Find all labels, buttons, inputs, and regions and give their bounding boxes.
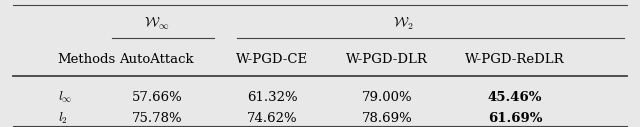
Text: W-PGD-ReDLR: W-PGD-ReDLR xyxy=(465,53,565,66)
Text: 78.69%: 78.69% xyxy=(362,112,413,125)
Text: 74.62%: 74.62% xyxy=(246,112,298,125)
Text: $l_{2}$: $l_{2}$ xyxy=(58,111,68,126)
Text: 79.00%: 79.00% xyxy=(362,91,413,104)
Text: AutoAttack: AutoAttack xyxy=(120,53,194,66)
Text: W-PGD-DLR: W-PGD-DLR xyxy=(346,53,428,66)
Text: W-PGD-CE: W-PGD-CE xyxy=(236,53,308,66)
Text: 57.66%: 57.66% xyxy=(131,91,182,104)
Text: $\mathcal{W}_{2}$: $\mathcal{W}_{2}$ xyxy=(393,15,413,32)
Text: $l_{\infty}$: $l_{\infty}$ xyxy=(58,90,72,105)
Text: 45.46%: 45.46% xyxy=(488,91,543,104)
Text: Methods: Methods xyxy=(58,53,116,66)
Text: $\mathcal{W}_{\infty}$: $\mathcal{W}_{\infty}$ xyxy=(144,15,170,32)
Text: 75.78%: 75.78% xyxy=(131,112,182,125)
Text: 61.69%: 61.69% xyxy=(488,112,543,125)
Text: 61.32%: 61.32% xyxy=(246,91,298,104)
